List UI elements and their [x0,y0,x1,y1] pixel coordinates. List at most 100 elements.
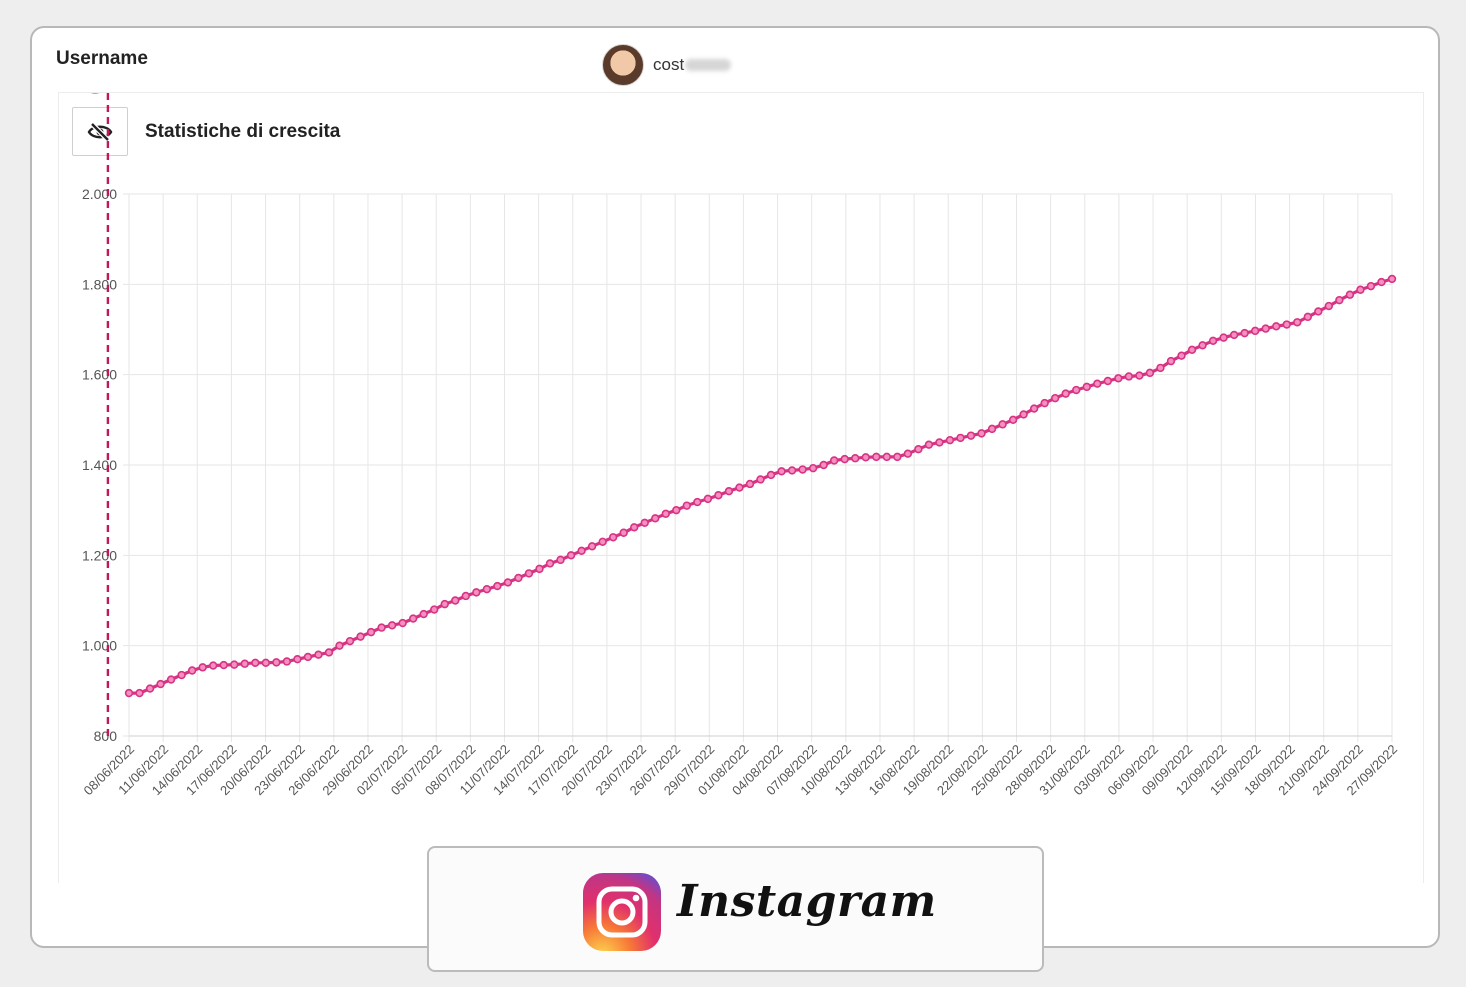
data-point [1061,389,1070,398]
data-point [219,660,228,670]
data-point [1114,374,1123,383]
data-point [1261,324,1270,333]
month-label: mese 2 [59,93,119,103]
data-point [566,551,576,560]
data-point [461,591,470,601]
data-point [187,666,197,675]
data-point [682,501,692,510]
data-point [661,509,670,518]
data-point [198,663,207,672]
data-point [293,655,302,664]
data-point [608,533,618,542]
data-point [703,494,713,504]
data-point [714,491,723,500]
data-point [387,621,397,630]
data-point [1250,326,1260,336]
data-point [1293,318,1302,327]
data-point [335,641,344,650]
data-point [230,660,239,669]
data-point [251,658,260,668]
data-point [1050,393,1060,403]
data-point [503,578,513,587]
data-point [1082,382,1091,392]
data-point [324,648,334,657]
data-point [1387,274,1397,284]
data-point [440,599,449,609]
data-point [1272,322,1281,331]
data-point [935,438,944,447]
data-point [672,505,681,515]
data-point [419,609,428,619]
data-point [1377,277,1386,287]
avatar [602,44,644,86]
data-point [366,627,376,637]
data-point [724,486,734,496]
data-point [356,632,365,641]
chart-title: Statistiche di crescita [145,121,341,142]
data-point [1145,368,1155,378]
data-point [1345,290,1355,299]
data-point [135,688,144,698]
username-label: Username [56,48,148,69]
data-point [1008,415,1018,425]
data-point [145,684,155,693]
data-point [156,679,165,689]
data-point [840,454,849,464]
instagram-wordmark: Instagram [677,876,937,927]
data-point [451,596,460,605]
data-point [598,537,607,546]
month-label: mese 1 [59,93,119,103]
data-point [535,564,544,574]
data-point [124,688,134,698]
data-point [1166,356,1176,366]
data-point [1335,295,1344,305]
instagram-badge: Instagram [427,846,1044,972]
data-point [1187,345,1197,355]
eye-off-icon [87,121,113,142]
data-point [956,433,965,443]
data-point [1303,312,1313,322]
data-point [903,449,913,458]
data-point [756,475,765,484]
data-point [524,569,534,578]
data-point [282,657,292,666]
data-point [1208,336,1218,345]
data-point [851,454,860,463]
data-point [1240,328,1249,338]
data-point [1040,398,1049,408]
hide-chart-button[interactable] [72,107,128,156]
data-point [945,435,955,445]
y-tick-label: 1.800 [82,276,117,292]
data-point [1124,372,1134,381]
data-point [1093,379,1102,388]
user-name: cost [653,55,685,74]
data-point [272,658,281,667]
data-point [377,623,386,632]
data-point [1282,320,1291,329]
data-point [1229,330,1239,340]
data-point [808,463,818,473]
blurred-username [685,59,732,71]
data-point [472,588,481,597]
data-point [745,479,755,489]
data-point [872,452,881,462]
data-point [430,605,439,614]
data-point [1177,351,1186,360]
data-point [766,470,776,480]
instagram-logo-icon [583,873,661,951]
data-point [408,614,418,623]
user-chip[interactable]: cost [602,44,732,86]
data-point [1029,404,1039,413]
data-point [482,585,492,594]
data-point [314,650,323,659]
data-point [240,659,249,668]
data-point [1072,385,1081,395]
data-point [166,675,176,684]
data-point [345,636,355,646]
data-point [987,424,997,434]
y-tick-label: 1.200 [82,547,117,563]
data-point [398,618,407,628]
data-point [177,670,186,680]
data-point [651,514,660,523]
data-point [587,542,597,551]
